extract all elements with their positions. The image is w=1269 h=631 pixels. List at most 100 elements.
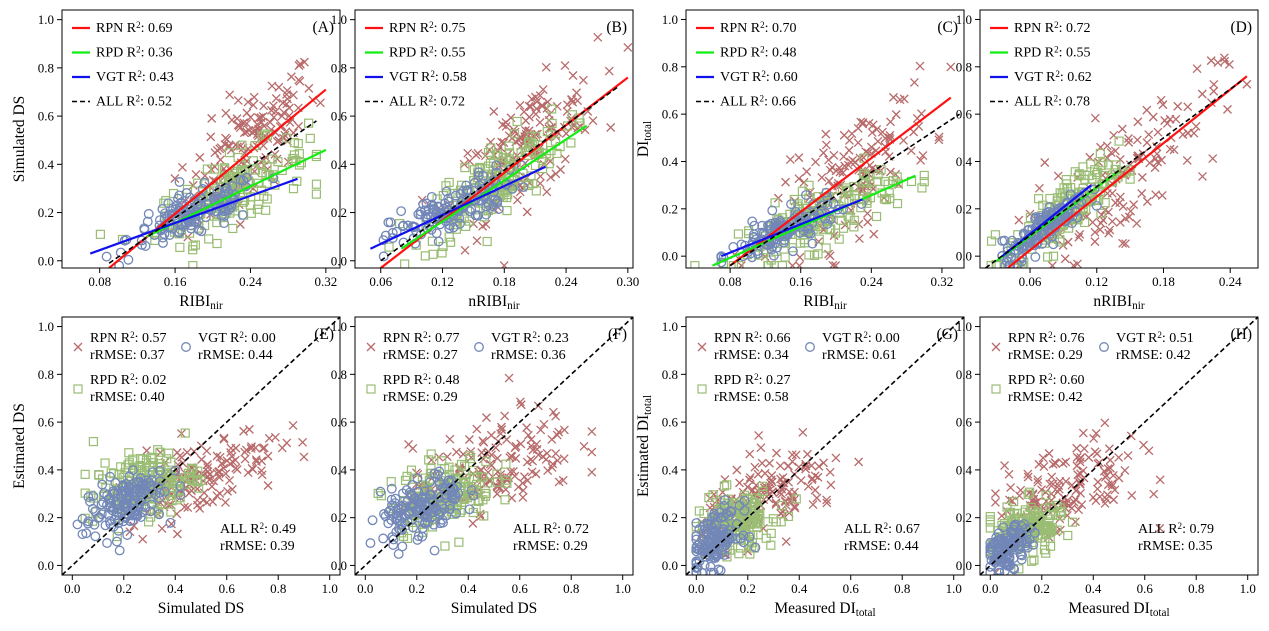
rpn-point xyxy=(776,474,785,484)
y-tick-label: 0.0 xyxy=(956,558,972,573)
text-run: : 0.62 xyxy=(1060,70,1092,85)
rpn-point xyxy=(248,100,258,110)
x-tick-label: 0.32 xyxy=(931,274,954,289)
superscript: 2 xyxy=(1054,45,1059,55)
rpd-point xyxy=(500,495,510,505)
y-tick-label: 0.0 xyxy=(956,249,972,264)
rpn-point xyxy=(478,221,488,231)
vgt-point xyxy=(408,522,418,533)
rpd-point xyxy=(166,507,176,517)
rpn-point xyxy=(1074,232,1084,242)
rpn-point xyxy=(1142,197,1152,206)
vgt-point xyxy=(692,540,703,551)
text-run: RPN R xyxy=(90,331,131,346)
rpn-point xyxy=(1114,452,1124,462)
rpn-point xyxy=(1000,461,1010,471)
vgt-point xyxy=(104,516,115,527)
rpd-point xyxy=(1080,174,1090,184)
rpn-point xyxy=(839,152,849,162)
text-run: : 0.70 xyxy=(765,21,797,36)
rpn-point xyxy=(997,511,1007,521)
vgt-point xyxy=(1014,528,1024,539)
x-tick-label: 1.0 xyxy=(322,581,338,596)
rpn-point xyxy=(1206,56,1216,66)
all-fit-line xyxy=(108,120,317,264)
rpn-point xyxy=(1044,449,1054,458)
rpn-point xyxy=(760,481,770,491)
rpd-point xyxy=(481,456,491,467)
rpd-point xyxy=(708,490,718,500)
rpd-point xyxy=(384,242,394,252)
rpd-point xyxy=(212,217,222,228)
rpn-point xyxy=(872,124,882,134)
vgt-point xyxy=(758,228,769,239)
x-tick-label: 0.2 xyxy=(116,581,132,596)
rpd-point xyxy=(1070,167,1080,177)
rpd-point xyxy=(441,181,451,191)
rpd-point xyxy=(478,472,488,482)
rpn-point xyxy=(858,118,868,128)
rpn-point xyxy=(288,90,298,100)
rpn-point xyxy=(315,98,325,108)
rpn-point xyxy=(232,465,242,474)
rpd-point xyxy=(153,445,163,455)
rpn-point xyxy=(821,129,831,139)
y-tick-label: 0.4 xyxy=(38,157,55,172)
rpn-point xyxy=(1034,183,1044,193)
text-run: : 0.48 xyxy=(765,46,797,61)
text-run: VGT R xyxy=(720,70,762,85)
rpn-point xyxy=(1075,454,1085,464)
rpn-point xyxy=(560,154,570,164)
rpn-point xyxy=(217,459,227,469)
rpd-point xyxy=(1014,564,1024,574)
ticks: 0.0 0.2 0.4 0.6 0.8 1.0 0.0 0.2 0.4 0.6 0.8 1.0 xyxy=(38,319,338,596)
rpn-point xyxy=(212,451,222,461)
rpn-point xyxy=(1115,198,1125,208)
y-tick-label: 0.6 xyxy=(38,415,55,430)
rpn-point xyxy=(991,342,1001,352)
rpn-point xyxy=(1069,497,1079,507)
legend-entry-vgt: VGT R2: 0.60 xyxy=(720,69,798,85)
superscript: 2 xyxy=(423,330,428,340)
rpn-point xyxy=(221,108,231,118)
superscript: 2 xyxy=(429,20,434,30)
rpd-point xyxy=(460,162,470,173)
vgt-point xyxy=(413,531,424,542)
vgt-point xyxy=(174,177,185,187)
vgt-point xyxy=(712,533,723,544)
rpn-point xyxy=(606,123,616,132)
stat-all-r2: ALL R2: 0.72 xyxy=(513,521,589,537)
y-tick-label: 0.4 xyxy=(662,462,679,477)
rpn-point xyxy=(1209,86,1219,96)
rpn-point xyxy=(195,153,205,162)
rpd-point xyxy=(373,488,383,499)
rpn-point xyxy=(492,453,502,463)
rpn-point xyxy=(542,103,552,113)
text-run: : 0.60 xyxy=(766,70,798,85)
rpd-point xyxy=(492,469,502,479)
rpn-point xyxy=(826,480,836,490)
vgt-fit-line xyxy=(89,177,298,255)
rpn-point xyxy=(1124,134,1133,143)
rpn-point xyxy=(515,132,525,142)
text-run: Simulated DS xyxy=(11,96,28,183)
rpn-point xyxy=(552,430,562,440)
x-axis-label: nRIBInir xyxy=(1093,293,1144,312)
text-run: : 0.72 xyxy=(557,522,589,537)
rpd-point xyxy=(193,466,203,476)
rpn-point xyxy=(270,432,280,442)
rpd-point xyxy=(919,177,929,187)
rpd-point xyxy=(427,236,437,246)
ticks: 0.0 0.2 0.4 0.6 0.8 1.0 0.0 0.2 0.4 0.6 0.8 1.0 xyxy=(662,319,962,596)
rpn-point xyxy=(794,174,804,184)
rpn-point xyxy=(203,467,213,477)
vgt-point xyxy=(1056,213,1067,224)
rpn-point xyxy=(850,157,860,167)
rpd-point xyxy=(771,517,781,527)
rpd-point xyxy=(193,178,203,188)
rpd-point xyxy=(100,458,110,468)
plot-frame xyxy=(354,9,634,269)
rpn-point xyxy=(1109,495,1119,505)
rpn-point xyxy=(813,472,823,482)
